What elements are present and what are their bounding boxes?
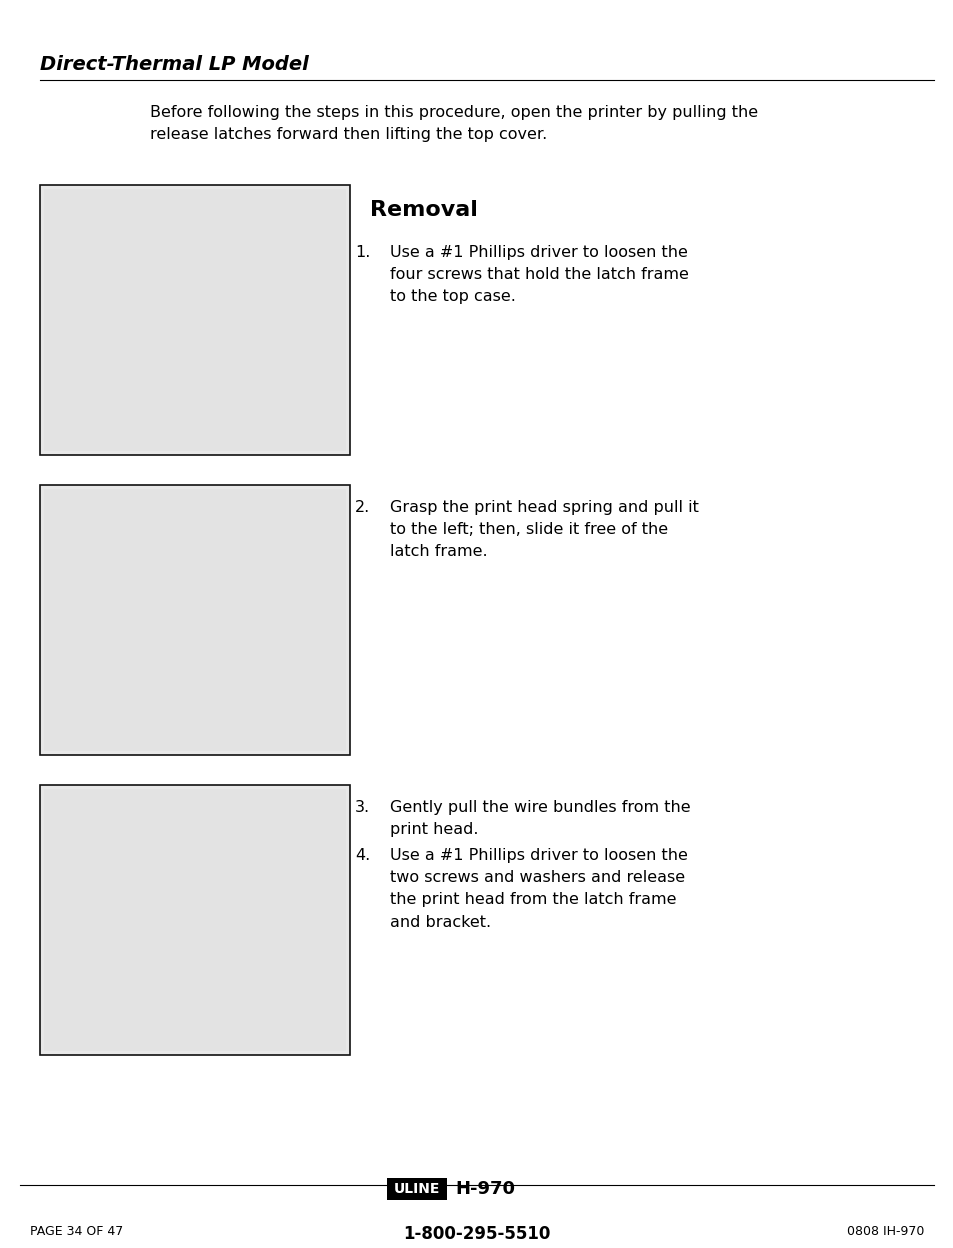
Text: Gently pull the wire bundles from the
print head.: Gently pull the wire bundles from the pr… xyxy=(390,800,690,837)
Text: PAGE 34 OF 47: PAGE 34 OF 47 xyxy=(30,1226,123,1238)
Text: 3.: 3. xyxy=(355,800,370,815)
Text: Use a #1 Phillips driver to loosen the
two screws and washers and release
the pr: Use a #1 Phillips driver to loosen the t… xyxy=(390,847,687,930)
Bar xyxy=(387,1178,447,1201)
Text: Use a #1 Phillips driver to loosen the
four screws that hold the latch frame
to : Use a #1 Phillips driver to loosen the f… xyxy=(390,245,688,305)
Text: 1.: 1. xyxy=(355,245,370,260)
Bar xyxy=(44,789,346,1051)
Bar xyxy=(40,485,350,755)
Bar xyxy=(40,185,350,456)
Text: Before following the steps in this procedure, open the printer by pulling the
re: Before following the steps in this proce… xyxy=(150,105,758,141)
Text: 0808 IH-970: 0808 IH-970 xyxy=(845,1226,923,1238)
Text: 4.: 4. xyxy=(355,847,370,864)
Text: ULINE: ULINE xyxy=(394,1182,439,1196)
Bar xyxy=(44,489,346,751)
Bar xyxy=(44,188,346,451)
Text: Grasp the print head spring and pull it
to the left; then, slide it free of the
: Grasp the print head spring and pull it … xyxy=(390,500,699,559)
Text: H-970: H-970 xyxy=(455,1181,515,1198)
Text: 1-800-295-5510: 1-800-295-5510 xyxy=(403,1226,550,1243)
Text: Removal: Removal xyxy=(370,200,477,220)
Bar xyxy=(40,785,350,1055)
Text: Direct-Thermal LP Model: Direct-Thermal LP Model xyxy=(40,55,309,74)
Text: 2.: 2. xyxy=(355,500,370,515)
